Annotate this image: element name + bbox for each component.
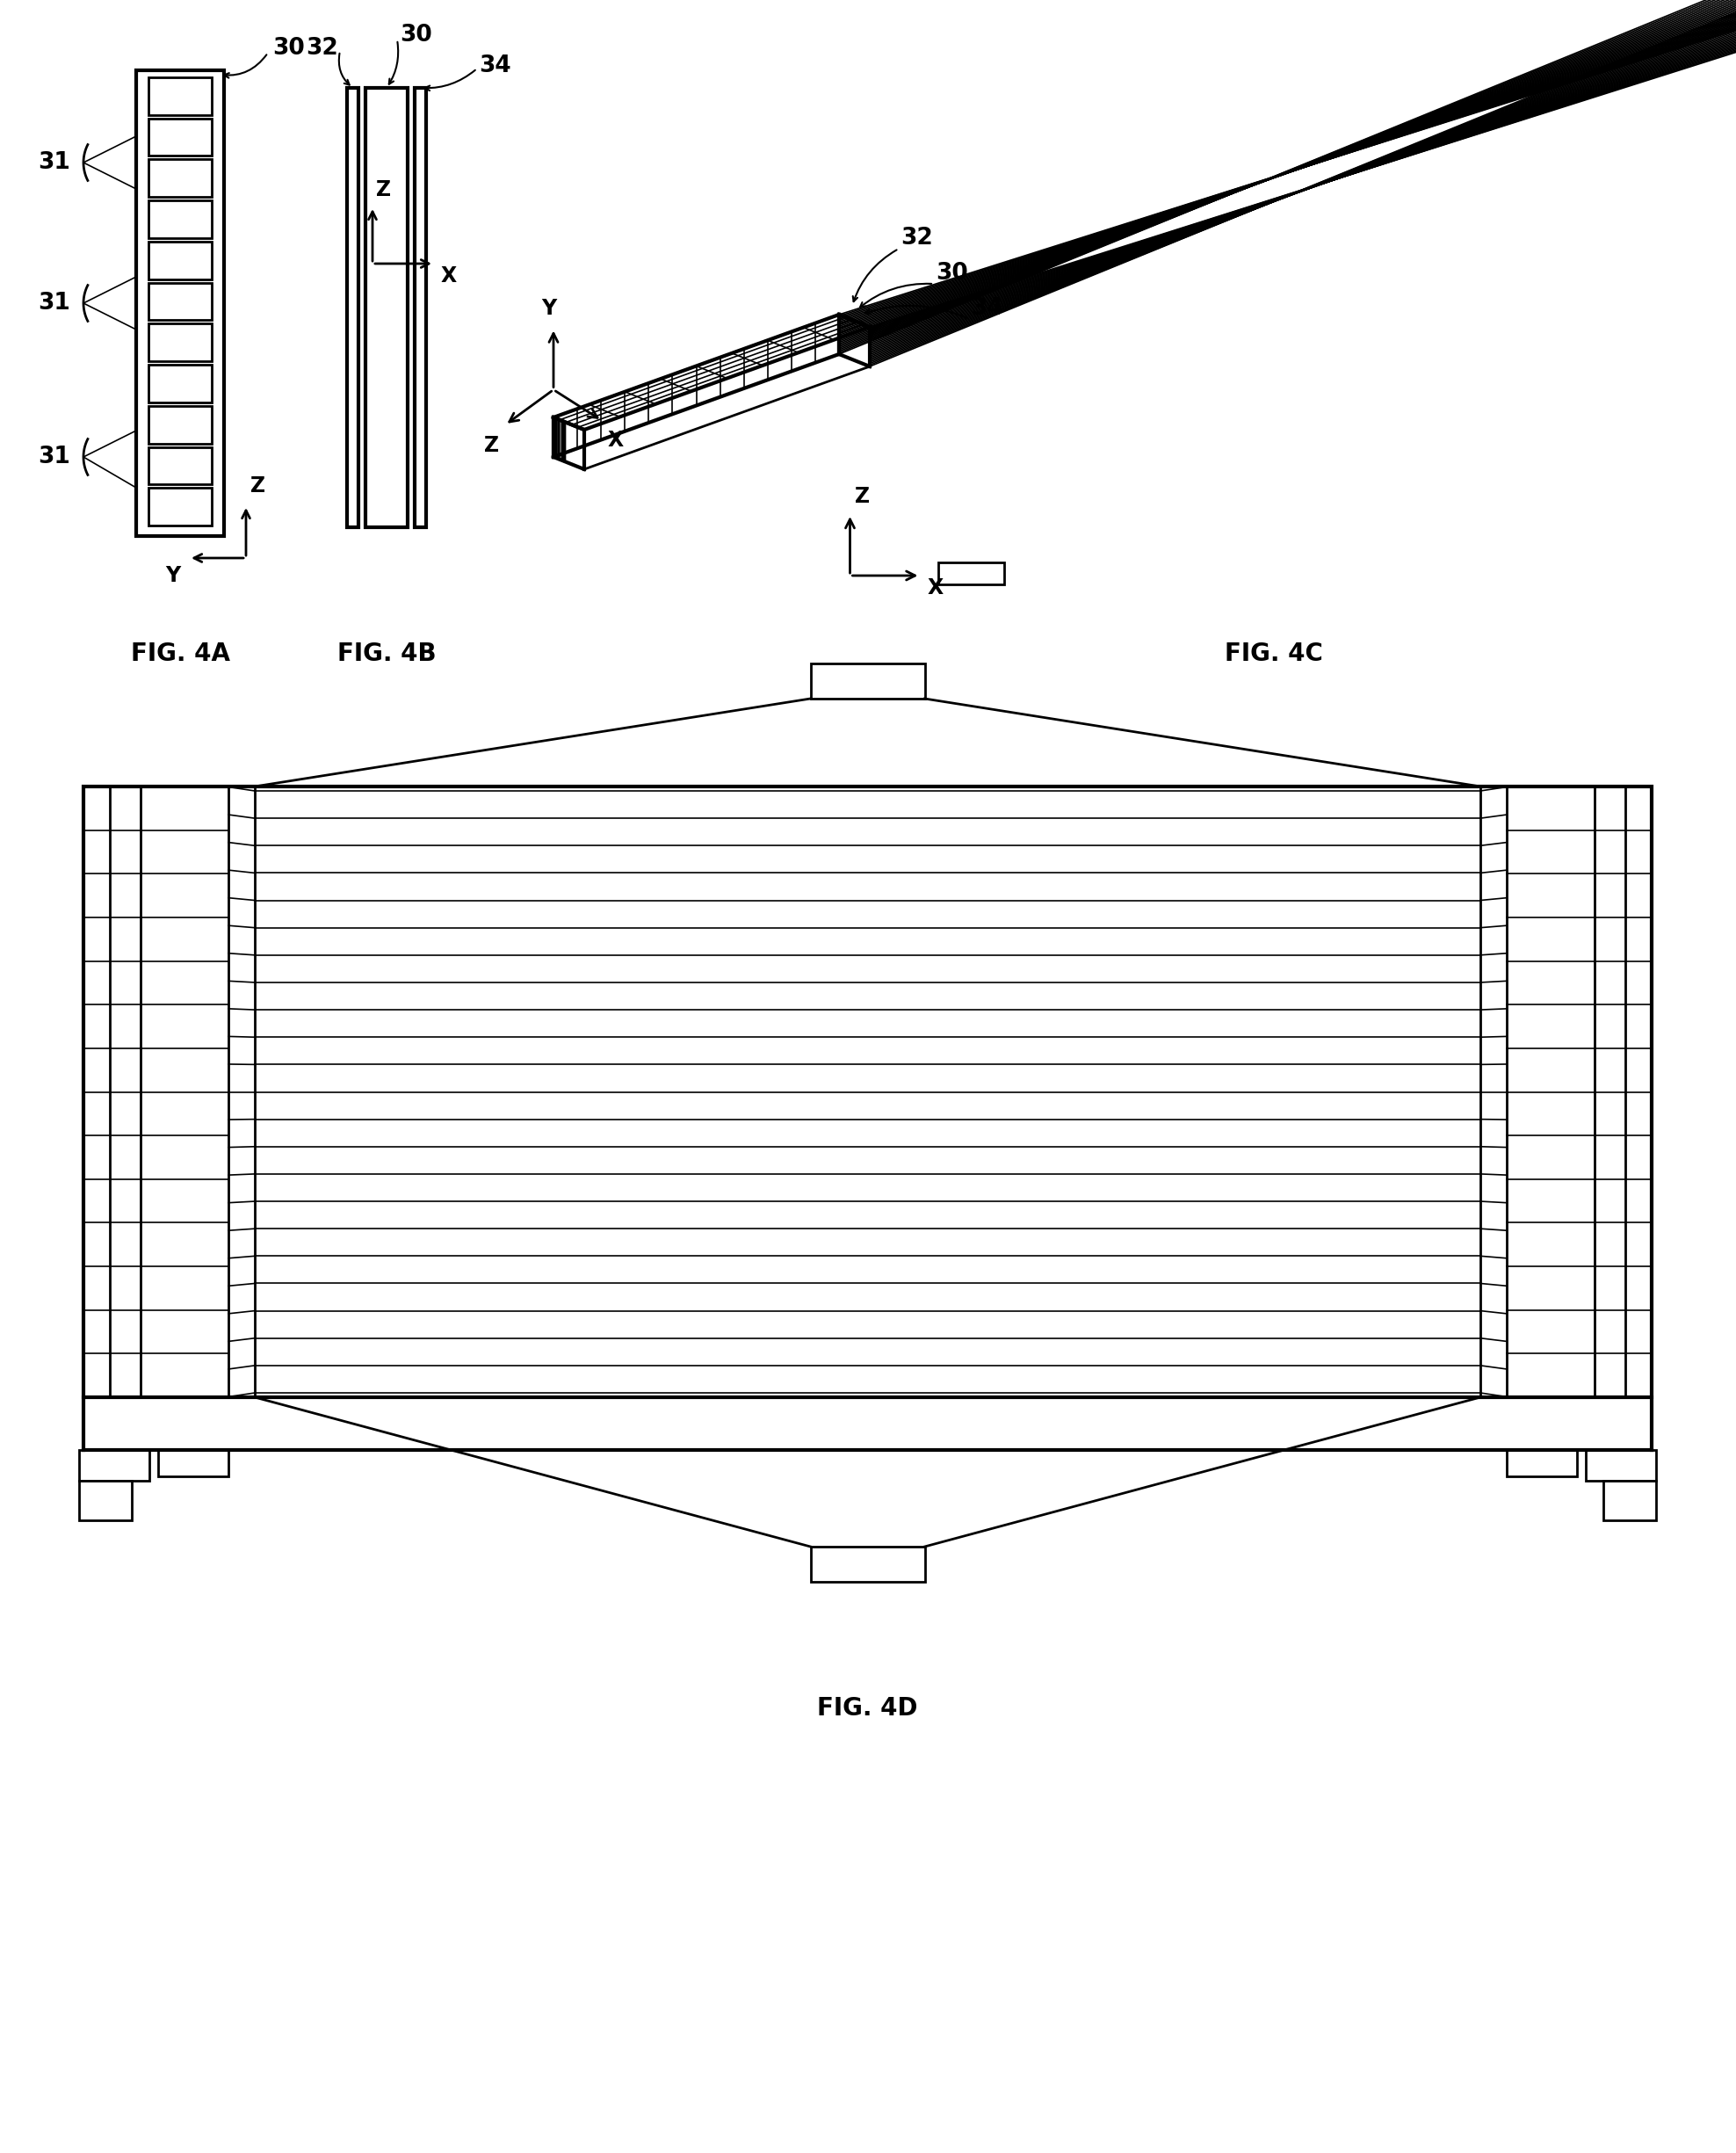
Text: X: X [927,577,943,599]
Bar [83,786,1651,1397]
Bar [149,323,212,362]
Bar [149,78,212,114]
Bar [135,71,224,536]
Text: FIG. 4B: FIG. 4B [337,642,436,665]
Bar [80,1481,132,1520]
Text: 34: 34 [479,54,510,78]
Bar [149,405,212,444]
Bar [811,1546,925,1582]
Bar [80,1449,149,1481]
Text: X: X [608,428,623,450]
Bar [811,663,925,698]
Text: FIG. 4A: FIG. 4A [130,642,229,665]
Text: 30: 30 [936,263,969,284]
Bar [149,364,212,403]
Text: FIG. 4C: FIG. 4C [1224,642,1323,665]
Text: Y: Y [165,564,181,586]
Bar [347,88,358,527]
Text: X: X [441,265,457,286]
Bar [415,88,425,527]
Bar [149,282,212,321]
Bar [1507,1449,1576,1477]
Bar [366,88,408,527]
Text: Z: Z [854,487,870,508]
Text: 30: 30 [399,24,432,47]
Bar [149,241,212,280]
Text: 31: 31 [38,293,69,314]
Bar [149,489,212,525]
Bar [149,448,212,484]
Bar [149,118,212,155]
Bar [1604,1481,1656,1520]
Text: 34: 34 [970,297,1003,321]
Bar [937,562,1003,583]
Text: Y: Y [542,299,557,319]
Bar [1585,1449,1656,1481]
Text: 32: 32 [306,37,339,60]
Text: 32: 32 [901,226,932,250]
Text: 31: 31 [38,446,69,469]
Text: FIG. 4D: FIG. 4D [818,1697,918,1720]
Bar [149,159,212,198]
Bar [158,1449,229,1477]
Text: Z: Z [484,435,498,456]
Text: 30: 30 [273,37,304,60]
Bar [149,200,212,239]
Text: Z: Z [250,476,266,497]
Text: 31: 31 [38,151,69,174]
Text: Z: Z [377,179,391,200]
